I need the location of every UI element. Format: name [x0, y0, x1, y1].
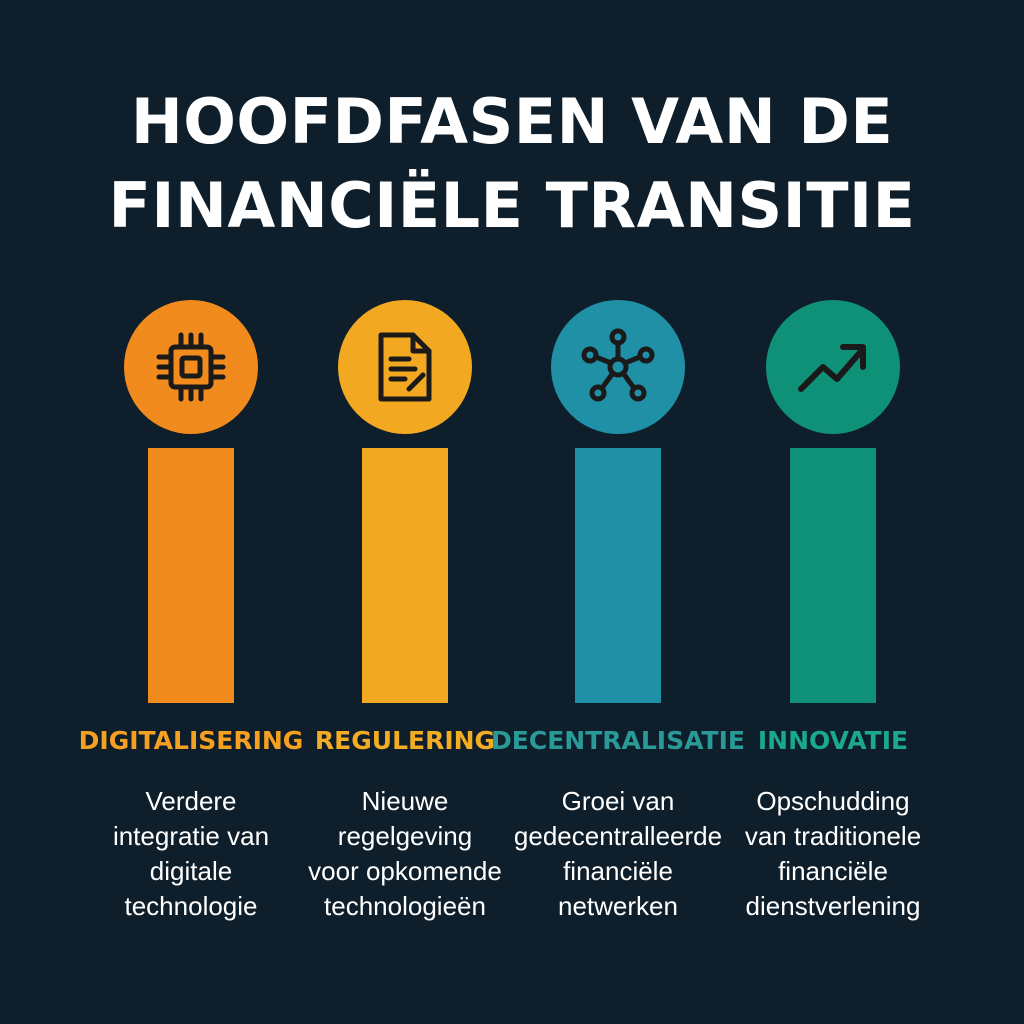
desc-line: regelgeving — [337, 821, 473, 851]
phase-regulering: REGULERING Nieuwe regelgeving voor opkom… — [285, 300, 525, 940]
title-line-1: HOOFDFASEN VAN DE — [130, 85, 894, 158]
desc-line: Nieuwe — [361, 786, 449, 816]
page-title: HOOFDFASEN VAN DE FINANCIËLE TRANSITIE — [0, 80, 1024, 248]
trend-up-icon — [798, 344, 866, 392]
phase-bar — [790, 448, 876, 703]
phase-icon-circle — [766, 300, 900, 434]
desc-line: Groei van — [561, 786, 675, 816]
phase-description: Opschudding van traditionele financiële … — [713, 784, 953, 924]
desc-line: financiële — [563, 856, 673, 886]
desc-line: van traditionele — [744, 821, 922, 851]
phase-icon-circle — [338, 300, 472, 434]
desc-line: dienstverlening — [745, 891, 921, 921]
desc-line: integratie van — [112, 821, 270, 851]
desc-line: digitale — [149, 856, 233, 886]
document-icon — [378, 332, 432, 402]
phase-description: Groei van gedecentralleerde financiële n… — [498, 784, 738, 924]
phase-label: REGULERING — [314, 726, 496, 755]
phase-description: Nieuwe regelgeving voor opkomende techno… — [285, 784, 525, 924]
desc-line: technologie — [124, 891, 258, 921]
desc-line: financiële — [778, 856, 888, 886]
desc-line: netwerken — [558, 891, 678, 921]
phase-innovatie: INNOVATIE Opschudding van traditionele f… — [713, 300, 953, 940]
desc-line: Opschudding — [756, 786, 910, 816]
phase-description: Verdere integratie van digitale technolo… — [71, 784, 311, 924]
desc-line: technologieën — [324, 891, 486, 921]
desc-line: Verdere — [145, 786, 237, 816]
phase-label: DIGITALISERING — [78, 726, 304, 755]
phase-bar — [575, 448, 661, 703]
phase-label: DECENTRALISATIE — [491, 726, 745, 755]
desc-line: voor opkomende — [308, 856, 502, 886]
phase-label: INNOVATIE — [757, 726, 909, 755]
phase-decentralisatie: DECENTRALISATIE Groei van gedecentrallee… — [491, 300, 745, 940]
network-icon — [581, 328, 655, 402]
phase-digitalisering: DIGITALISERING Verdere integratie van di… — [71, 300, 311, 940]
title-line-2: FINANCIËLE TRANSITIE — [108, 169, 916, 242]
chip-icon — [156, 332, 226, 402]
phase-bar — [362, 448, 448, 703]
phase-icon-circle — [551, 300, 685, 434]
phase-bar — [148, 448, 234, 703]
phase-icon-circle — [124, 300, 258, 434]
desc-line: gedecentralleerde — [513, 821, 723, 851]
